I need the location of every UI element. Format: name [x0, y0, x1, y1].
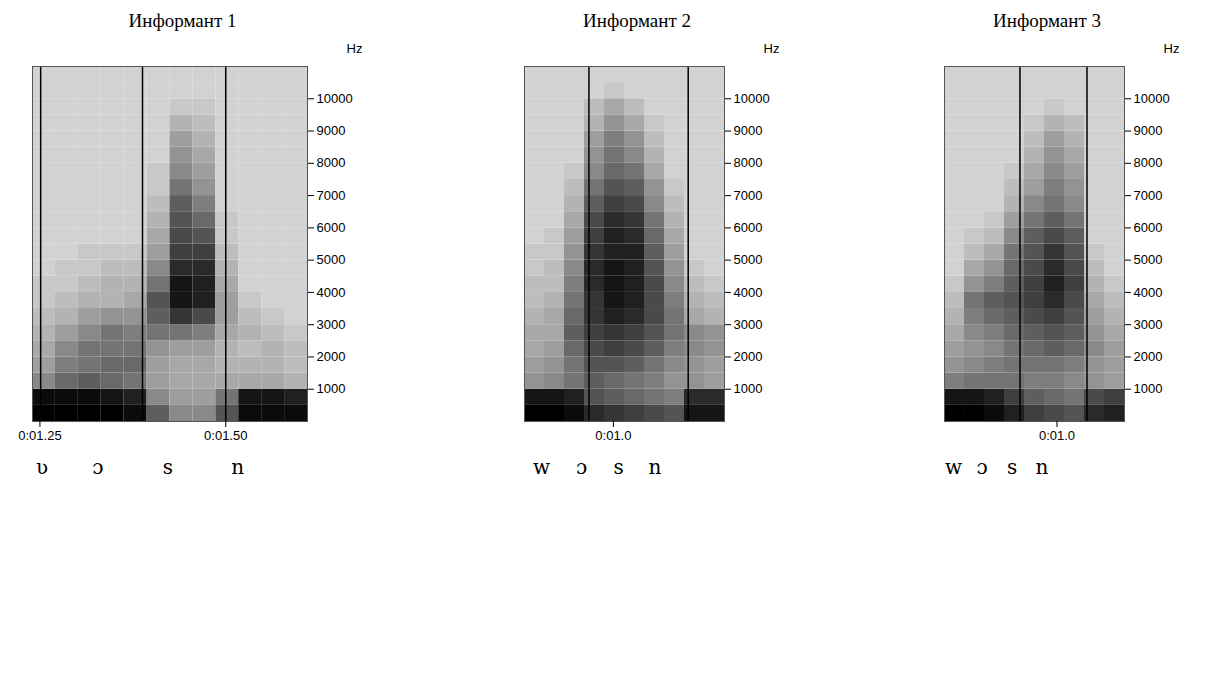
svg-text:8000: 8000 — [734, 155, 763, 170]
svg-text:7000: 7000 — [734, 188, 763, 203]
html-text:Информант 3: Информант 3 — [993, 10, 1101, 31]
svg-text:8000: 8000 — [1134, 155, 1163, 170]
svg-text:10000: 10000 — [734, 91, 770, 106]
svg-text:4000: 4000 — [317, 285, 346, 300]
svg-text:3000: 3000 — [317, 317, 346, 332]
svg-text:10000: 10000 — [317, 91, 353, 106]
svg-text:2000: 2000 — [317, 349, 346, 364]
svg-text:w: w — [945, 455, 962, 479]
svg-text:1000: 1000 — [317, 381, 346, 396]
svg-text:2000: 2000 — [1134, 349, 1163, 364]
svg-text:5000: 5000 — [734, 252, 763, 267]
svg-text:0:01.0: 0:01.0 — [595, 428, 631, 443]
svg-text:ɔ: ɔ — [576, 455, 587, 479]
svg-text:2000: 2000 — [734, 349, 763, 364]
svg-text:3000: 3000 — [734, 317, 763, 332]
svg-text:5000: 5000 — [1134, 252, 1163, 267]
svg-text:0:01.25: 0:01.25 — [18, 428, 61, 443]
svg-text:Hz: Hz — [764, 41, 780, 56]
svg-text:10000: 10000 — [1134, 91, 1170, 106]
svg-text:9000: 9000 — [734, 123, 763, 138]
svg-text:7000: 7000 — [1134, 188, 1163, 203]
svg-text:n: n — [231, 455, 244, 479]
svg-text:s: s — [1007, 455, 1017, 479]
svg-text:6000: 6000 — [1134, 220, 1163, 235]
svg-text:9000: 9000 — [317, 123, 346, 138]
svg-text:6000: 6000 — [734, 220, 763, 235]
svg-text:ɔ: ɔ — [92, 455, 103, 479]
svg-text:8000: 8000 — [317, 155, 346, 170]
svg-text:9000: 9000 — [1134, 123, 1163, 138]
svg-text:6000: 6000 — [317, 220, 346, 235]
svg-text:0:01.0: 0:01.0 — [1039, 428, 1075, 443]
svg-text:w: w — [533, 455, 550, 479]
svg-text:5000: 5000 — [317, 252, 346, 267]
svg-text:s: s — [163, 455, 173, 479]
svg-text:Hz: Hz — [1164, 41, 1180, 56]
html-text:Информант 2: Информант 2 — [583, 10, 691, 31]
svg-text:4000: 4000 — [734, 285, 763, 300]
svg-text:0:01.50: 0:01.50 — [204, 428, 247, 443]
svg-text:1000: 1000 — [734, 381, 763, 396]
html-text:Информант 1: Информант 1 — [128, 10, 237, 31]
svg-text:n: n — [648, 455, 661, 479]
svg-text:ɔ: ɔ — [976, 455, 987, 479]
svg-text:7000: 7000 — [317, 188, 346, 203]
svg-text:ʋ: ʋ — [36, 455, 48, 479]
svg-text:s: s — [613, 455, 623, 479]
svg-text:3000: 3000 — [1134, 317, 1163, 332]
svg-text:n: n — [1036, 455, 1049, 479]
svg-text:Hz: Hz — [347, 41, 363, 56]
svg-text:4000: 4000 — [1134, 285, 1163, 300]
svg-text:1000: 1000 — [1134, 381, 1163, 396]
